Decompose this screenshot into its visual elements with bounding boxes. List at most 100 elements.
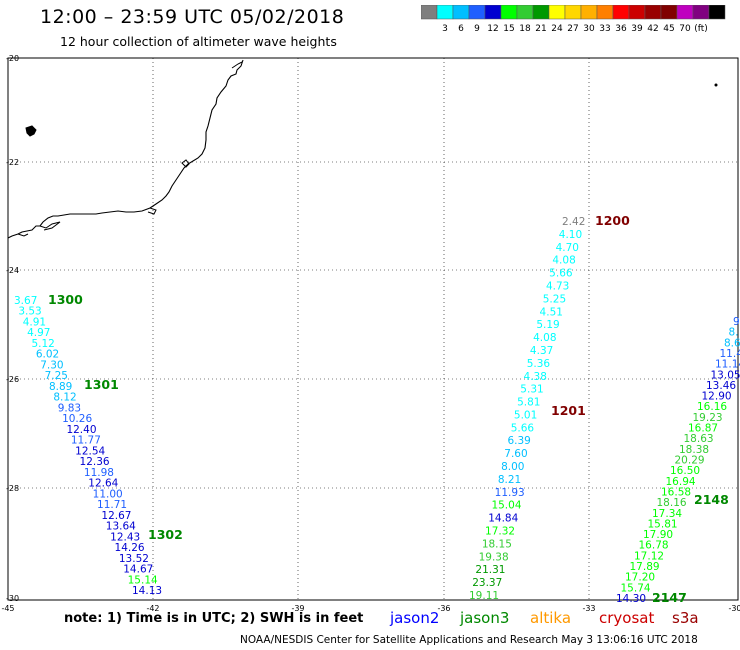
wave-height-right-track: 15.74 bbox=[621, 582, 651, 594]
color-scale-label: 24 bbox=[551, 24, 563, 34]
wave-height-left-track: 11.98 bbox=[84, 467, 114, 479]
wave-height-center-track: 4.70 bbox=[556, 242, 579, 254]
wave-height-center-track: 11.93 bbox=[495, 487, 525, 499]
wave-height-center-track: 7.60 bbox=[504, 448, 527, 460]
wave-height-left-track: 4.91 bbox=[23, 316, 46, 328]
wave-height-center-track: 4.08 bbox=[552, 255, 575, 267]
wave-height-left-track: 8.12 bbox=[53, 392, 76, 404]
wave-height-center-track: 8.21 bbox=[498, 474, 521, 486]
wave-height-center-track: 4.73 bbox=[546, 280, 569, 292]
legend-cryosat: cryosat bbox=[599, 609, 655, 627]
legend-s3a: s3a bbox=[672, 609, 699, 627]
wave-height-right-track: 16.87 bbox=[688, 423, 718, 435]
wave-height-left-track: 14.26 bbox=[115, 542, 145, 554]
color-scale-label: 36 bbox=[615, 24, 627, 34]
wave-height-left-track: 13.64 bbox=[106, 521, 136, 533]
wave-height-left-track: 7.30 bbox=[40, 359, 63, 371]
color-scale-label: (ft) bbox=[694, 24, 708, 34]
wave-height-left-track: 15.14 bbox=[128, 574, 158, 586]
wave-height-center-track: 5.81 bbox=[517, 397, 540, 409]
lon-tick-label: -30 bbox=[728, 604, 740, 613]
wave-height-right-track: 14.30 bbox=[616, 593, 646, 605]
wave-height-right-track: 17.89 bbox=[630, 561, 660, 573]
wave-height-left-track: 7.25 bbox=[45, 370, 68, 382]
wave-height-right-track: 11.14 bbox=[715, 359, 740, 371]
legend-jason2: jason2 bbox=[390, 609, 440, 627]
color-scale-label: 42 bbox=[647, 24, 658, 34]
pass-label: 2148 bbox=[694, 492, 729, 507]
island-shape bbox=[25, 125, 37, 137]
observation-labels: 3.673.534.914.975.126.027.307.258.898.12… bbox=[14, 216, 740, 605]
coastline-bay bbox=[17, 61, 243, 237]
wave-height-right-track: 9 bbox=[733, 316, 740, 328]
wave-height-left-track: 12.40 bbox=[66, 424, 96, 436]
wave-height-right-track: 17.20 bbox=[625, 572, 655, 584]
color-scale-label: 12 bbox=[487, 24, 498, 34]
island-dot bbox=[714, 83, 718, 87]
wave-height-left-track: 13.52 bbox=[119, 553, 149, 565]
wave-height-right-track: 13.46 bbox=[706, 380, 736, 392]
wave-height-center-track: 15.04 bbox=[491, 500, 521, 512]
wave-height-center-track: 5.31 bbox=[520, 384, 543, 396]
color-scale-label: 45 bbox=[663, 24, 674, 34]
footer-credit: NOAA/NESDIS Center for Satellite Applica… bbox=[240, 634, 698, 646]
wave-height-left-track: 11.77 bbox=[71, 435, 101, 447]
wave-height-center-track: 5.19 bbox=[536, 319, 559, 331]
wave-height-center-track: 18.15 bbox=[482, 538, 512, 550]
pass-label: 1200 bbox=[595, 213, 630, 228]
wave-height-center-track: 14.84 bbox=[488, 513, 518, 525]
wave-height-center-track: 5.66 bbox=[511, 422, 535, 434]
wave-height-center-track: 5.25 bbox=[543, 293, 566, 305]
wave-height-center-track: 8.00 bbox=[501, 461, 524, 473]
pass-label: 2147 bbox=[652, 590, 687, 605]
lat-tick-label: -22 bbox=[6, 158, 19, 167]
lon-tick-label: -42 bbox=[146, 604, 159, 613]
color-scale-label: 9 bbox=[474, 24, 480, 34]
map-frame bbox=[7, 57, 739, 601]
wave-height-right-track: 11.4 bbox=[720, 348, 740, 360]
page-subtitle: 12 hour collection of altimeter wave hei… bbox=[60, 34, 337, 49]
wave-height-left-track: 3.67 bbox=[14, 295, 37, 307]
wave-height-left-track: 11.00 bbox=[93, 488, 123, 500]
wave-height-center-track: 5.36 bbox=[527, 358, 551, 370]
lat-tick-label: -26 bbox=[6, 375, 19, 384]
wave-height-right-track: 17.90 bbox=[643, 529, 673, 541]
wave-height-left-track: 12.64 bbox=[88, 478, 118, 490]
wave-height-right-track: 16.50 bbox=[670, 465, 700, 477]
lat-tick-label: -24 bbox=[6, 266, 19, 275]
color-swatch bbox=[708, 5, 726, 20]
lon-tick-label: -33 bbox=[582, 604, 595, 613]
color-scale-label: 18 bbox=[519, 24, 531, 34]
wave-height-right-track: 16.78 bbox=[639, 540, 669, 552]
wave-height-center-track: 21.31 bbox=[475, 564, 505, 576]
island-shape bbox=[181, 159, 190, 168]
wave-height-center-track: 4.37 bbox=[530, 345, 553, 357]
color-scale-label: 30 bbox=[583, 24, 595, 34]
legend-altika: altika bbox=[530, 609, 572, 627]
wave-height-center-track: 4.10 bbox=[559, 229, 582, 241]
color-scale-label: 3 bbox=[442, 24, 448, 34]
wave-height-center-track: 4.38 bbox=[524, 371, 547, 383]
wave-height-left-track: 11.71 bbox=[97, 499, 127, 511]
lon-tick-label: -36 bbox=[437, 604, 450, 613]
wave-height-right-track: 18.16 bbox=[657, 497, 687, 509]
pass-label: 1201 bbox=[551, 403, 586, 418]
color-scale-label: 70 bbox=[679, 24, 691, 34]
legend-jason3: jason3 bbox=[460, 609, 510, 627]
wave-height-right-track: 8. bbox=[729, 327, 739, 339]
wave-height-right-track: 18.63 bbox=[684, 433, 714, 445]
wave-height-left-track: 5.12 bbox=[31, 338, 54, 350]
wave-height-right-track: 8.6 bbox=[724, 337, 740, 349]
wave-height-left-track: 3.53 bbox=[18, 306, 41, 318]
map-grid bbox=[8, 58, 738, 600]
color-scale-legend: 3 6 9 12 15 18 21 24 27 30 33 36 39 42 45 70 (ft) bbox=[421, 5, 726, 34]
pass-label: 1300 bbox=[48, 292, 83, 307]
wave-height-left-track: 8.89 bbox=[49, 381, 72, 393]
pass-label: 1302 bbox=[148, 527, 183, 542]
wave-height-left-track: 12.43 bbox=[110, 531, 140, 543]
wave-height-center-track: 19.38 bbox=[479, 551, 509, 563]
wave-height-center-track: 4.51 bbox=[540, 306, 563, 318]
wave-height-left-track: 10.26 bbox=[62, 413, 92, 425]
lat-tick-label: -30 bbox=[6, 594, 19, 603]
